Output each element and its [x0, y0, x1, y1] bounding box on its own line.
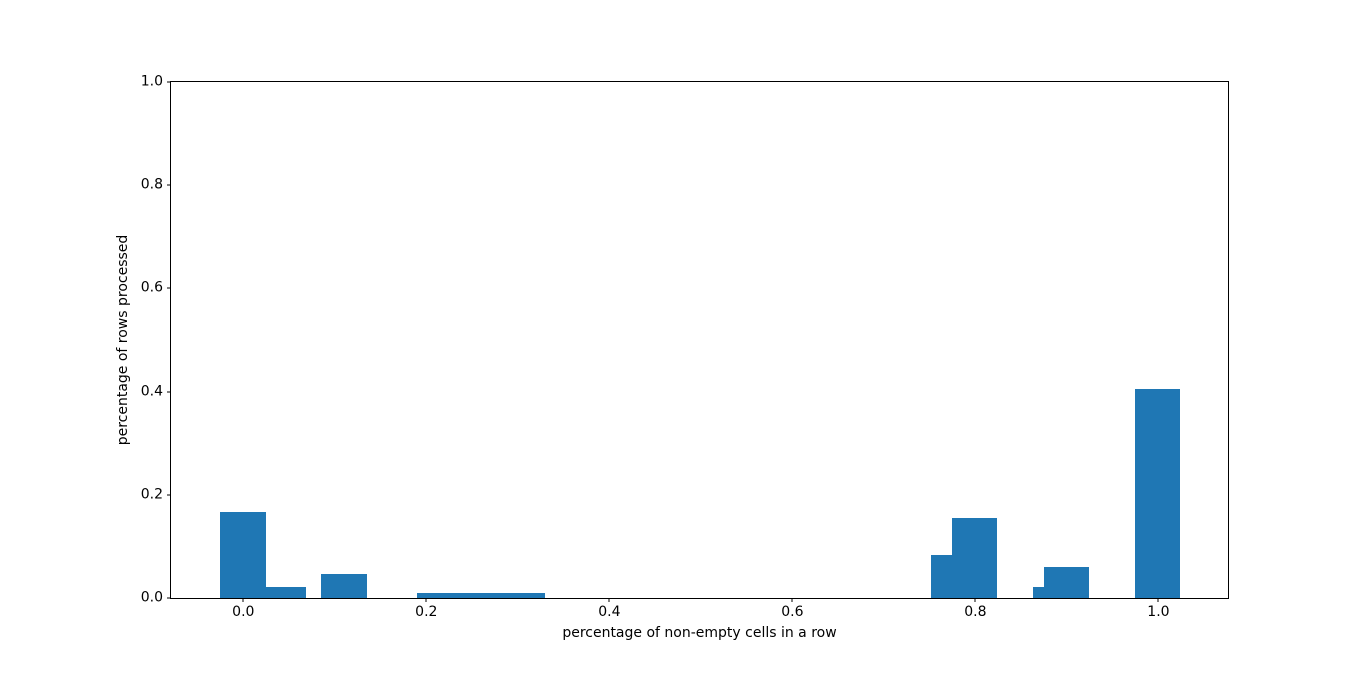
x-tick-mark — [974, 598, 976, 602]
y-tick-mark — [167, 494, 171, 496]
histogram-bar — [219, 511, 267, 598]
y-tick-label: 0.0 — [140, 589, 163, 606]
histogram-bar — [951, 518, 998, 598]
x-tick-mark — [791, 598, 793, 602]
axes: percentage of non-empty cells in a row p… — [115, 74, 1229, 641]
y-tick-mark — [167, 597, 171, 599]
y-axis-label: percentage of rows processed — [115, 234, 131, 446]
x-tick-label: 0.6 — [781, 604, 804, 620]
histogram-bar — [266, 586, 306, 598]
x-tick-label: 0.0 — [232, 604, 255, 620]
y-tick-mark — [167, 287, 171, 289]
y-tick-mark — [167, 184, 171, 186]
x-tick-label: 0.8 — [964, 604, 987, 620]
histogram-bar — [1044, 566, 1089, 598]
x-tick-label: 1.0 — [1147, 604, 1170, 620]
histogram-bar — [417, 592, 546, 598]
x-axis-label: percentage of non-empty cells in a row — [562, 625, 837, 641]
y-tick-label: 0.4 — [140, 383, 163, 400]
x-tick-label: 0.2 — [415, 604, 438, 620]
y-tick-mark — [167, 81, 171, 83]
y-tick-label: 0.8 — [140, 176, 163, 193]
histogram-bar — [321, 573, 367, 598]
x-tick-mark — [425, 598, 427, 602]
y-tick-label: 0.2 — [140, 486, 163, 503]
y-tick-label: 0.6 — [140, 279, 163, 296]
y-tick-label: 1.0 — [140, 73, 163, 90]
x-tick-mark — [242, 598, 244, 602]
x-tick-mark — [608, 598, 610, 602]
histogram-bar — [1033, 587, 1045, 598]
histogram-bar — [931, 555, 952, 598]
y-tick-mark — [167, 391, 171, 393]
x-tick-label: 0.4 — [598, 604, 621, 620]
histogram-bar — [1134, 388, 1181, 598]
x-tick-mark — [1157, 598, 1159, 602]
